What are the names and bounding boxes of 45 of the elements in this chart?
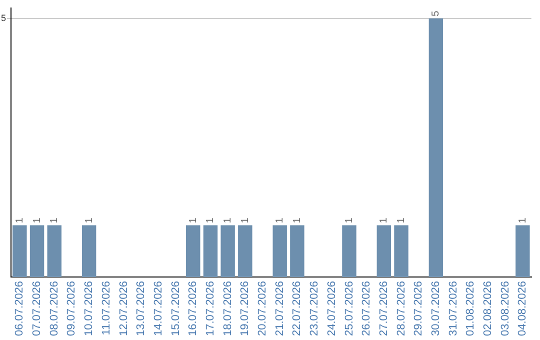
- data-label: 1: [188, 217, 199, 224]
- x-tick-label: 25.07.2026: [343, 280, 356, 336]
- data-label: 1: [84, 217, 95, 224]
- x-tick-label: 27.07.2026: [378, 280, 390, 336]
- data-label: 1: [274, 217, 286, 224]
- x-tick-label: 14.07.2026: [152, 280, 164, 336]
- x-tick-label: 04.08.2026: [516, 280, 529, 336]
- x-tick-label: 17.07.2026: [204, 280, 216, 336]
- x-tick-label: 30.07.2026: [430, 280, 442, 336]
- data-label: 1: [517, 217, 528, 224]
- x-tick-label: 22.07.2026: [291, 280, 304, 336]
- data-label: 5: [430, 10, 442, 16]
- data-label: 1: [240, 217, 251, 224]
- x-tick-label: 16.07.2026: [187, 280, 200, 336]
- x-tick-label: 26.07.2026: [360, 280, 373, 336]
- data-label: 1: [14, 217, 26, 224]
- x-tick-label: 21.07.2026: [274, 280, 286, 336]
- data-label: 1: [396, 217, 408, 224]
- x-tick-label: 08.07.2026: [48, 280, 60, 336]
- x-tick-label: 03.08.2026: [499, 280, 512, 336]
- x-tick-label: 28.07.2026: [395, 280, 408, 336]
- x-tick-label: 10.07.2026: [83, 280, 96, 336]
- x-tick-label: 02.08.2026: [482, 280, 494, 336]
- x-tick-label: 15.07.2026: [170, 280, 182, 336]
- x-tick-label: 09.07.2026: [66, 280, 78, 336]
- x-tick-label: 01.08.2026: [464, 280, 477, 336]
- data-label: 1: [32, 217, 43, 224]
- x-tick-label: 06.07.2026: [14, 280, 26, 336]
- data-label: 1: [205, 217, 216, 224]
- x-tick-label: 31.07.2026: [447, 280, 460, 336]
- data-label: 1: [344, 217, 355, 224]
- x-tick-label: 11.07.2026: [100, 280, 112, 336]
- x-tick-label: 19.07.2026: [239, 280, 252, 336]
- data-label: 1: [378, 217, 390, 224]
- data-label: 1: [292, 217, 303, 224]
- x-tick-label: 07.07.2026: [31, 280, 44, 336]
- data-label: 1: [222, 217, 234, 224]
- x-tick-label: 18.07.2026: [222, 280, 234, 336]
- data-label: 1: [49, 217, 60, 224]
- x-tick-label: 12.07.2026: [118, 280, 130, 336]
- x-tick-label: 29.07.2026: [412, 280, 425, 336]
- x-tick-label: 24.07.2026: [326, 280, 338, 336]
- x-tick-label: 23.07.2026: [308, 280, 321, 336]
- x-tick-label: 13.07.2026: [135, 280, 148, 336]
- x-tick-label: 20.07.2026: [256, 280, 269, 336]
